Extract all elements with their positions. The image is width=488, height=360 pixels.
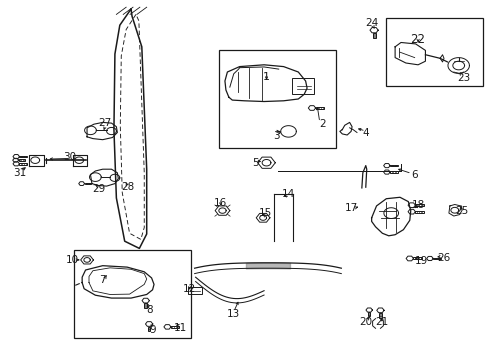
Bar [378,313,381,318]
Text: 5: 5 [251,158,258,168]
Bar [20,156,27,157]
Bar [372,33,375,38]
Bar [389,165,397,166]
Text: 31: 31 [13,168,26,178]
Text: 4: 4 [362,128,368,138]
Text: 9: 9 [149,325,156,335]
Text: 1: 1 [263,72,269,82]
Text: 8: 8 [145,305,152,315]
Text: 12: 12 [183,284,196,294]
Text: 25: 25 [454,206,468,216]
Text: 29: 29 [92,184,105,194]
Text: 7: 7 [99,275,106,285]
Text: 19: 19 [414,256,427,266]
Text: 14: 14 [281,189,295,199]
Text: 26: 26 [436,253,450,264]
Text: 30: 30 [63,152,76,162]
Bar [315,107,324,109]
Text: 6: 6 [410,170,417,180]
Bar [84,183,91,184]
Bar [144,303,147,308]
Text: 28: 28 [121,182,135,192]
Bar [219,50,336,148]
Text: 11: 11 [173,323,186,333]
Bar [188,287,202,294]
Bar [415,211,423,213]
Text: 10: 10 [66,255,79,265]
Text: 2: 2 [319,119,325,129]
Bar [171,326,179,328]
Text: 3: 3 [272,131,279,141]
Text: 16: 16 [213,198,226,208]
Text: 15: 15 [258,208,271,218]
Bar [147,327,150,331]
Text: 21: 21 [374,317,387,327]
Bar [432,258,440,259]
Text: 18: 18 [410,200,424,210]
Bar [367,312,369,316]
Text: 23: 23 [456,73,469,84]
Text: 24: 24 [364,18,378,28]
Text: 17: 17 [344,203,357,213]
Bar [20,163,27,165]
Text: 22: 22 [410,33,425,46]
Bar [389,171,397,173]
Bar [415,204,423,206]
Bar [412,257,421,260]
Bar [74,250,190,338]
Text: 27: 27 [98,118,112,128]
Bar [19,159,25,161]
Text: 13: 13 [226,309,240,319]
Bar [386,18,482,86]
Text: 20: 20 [359,317,371,327]
